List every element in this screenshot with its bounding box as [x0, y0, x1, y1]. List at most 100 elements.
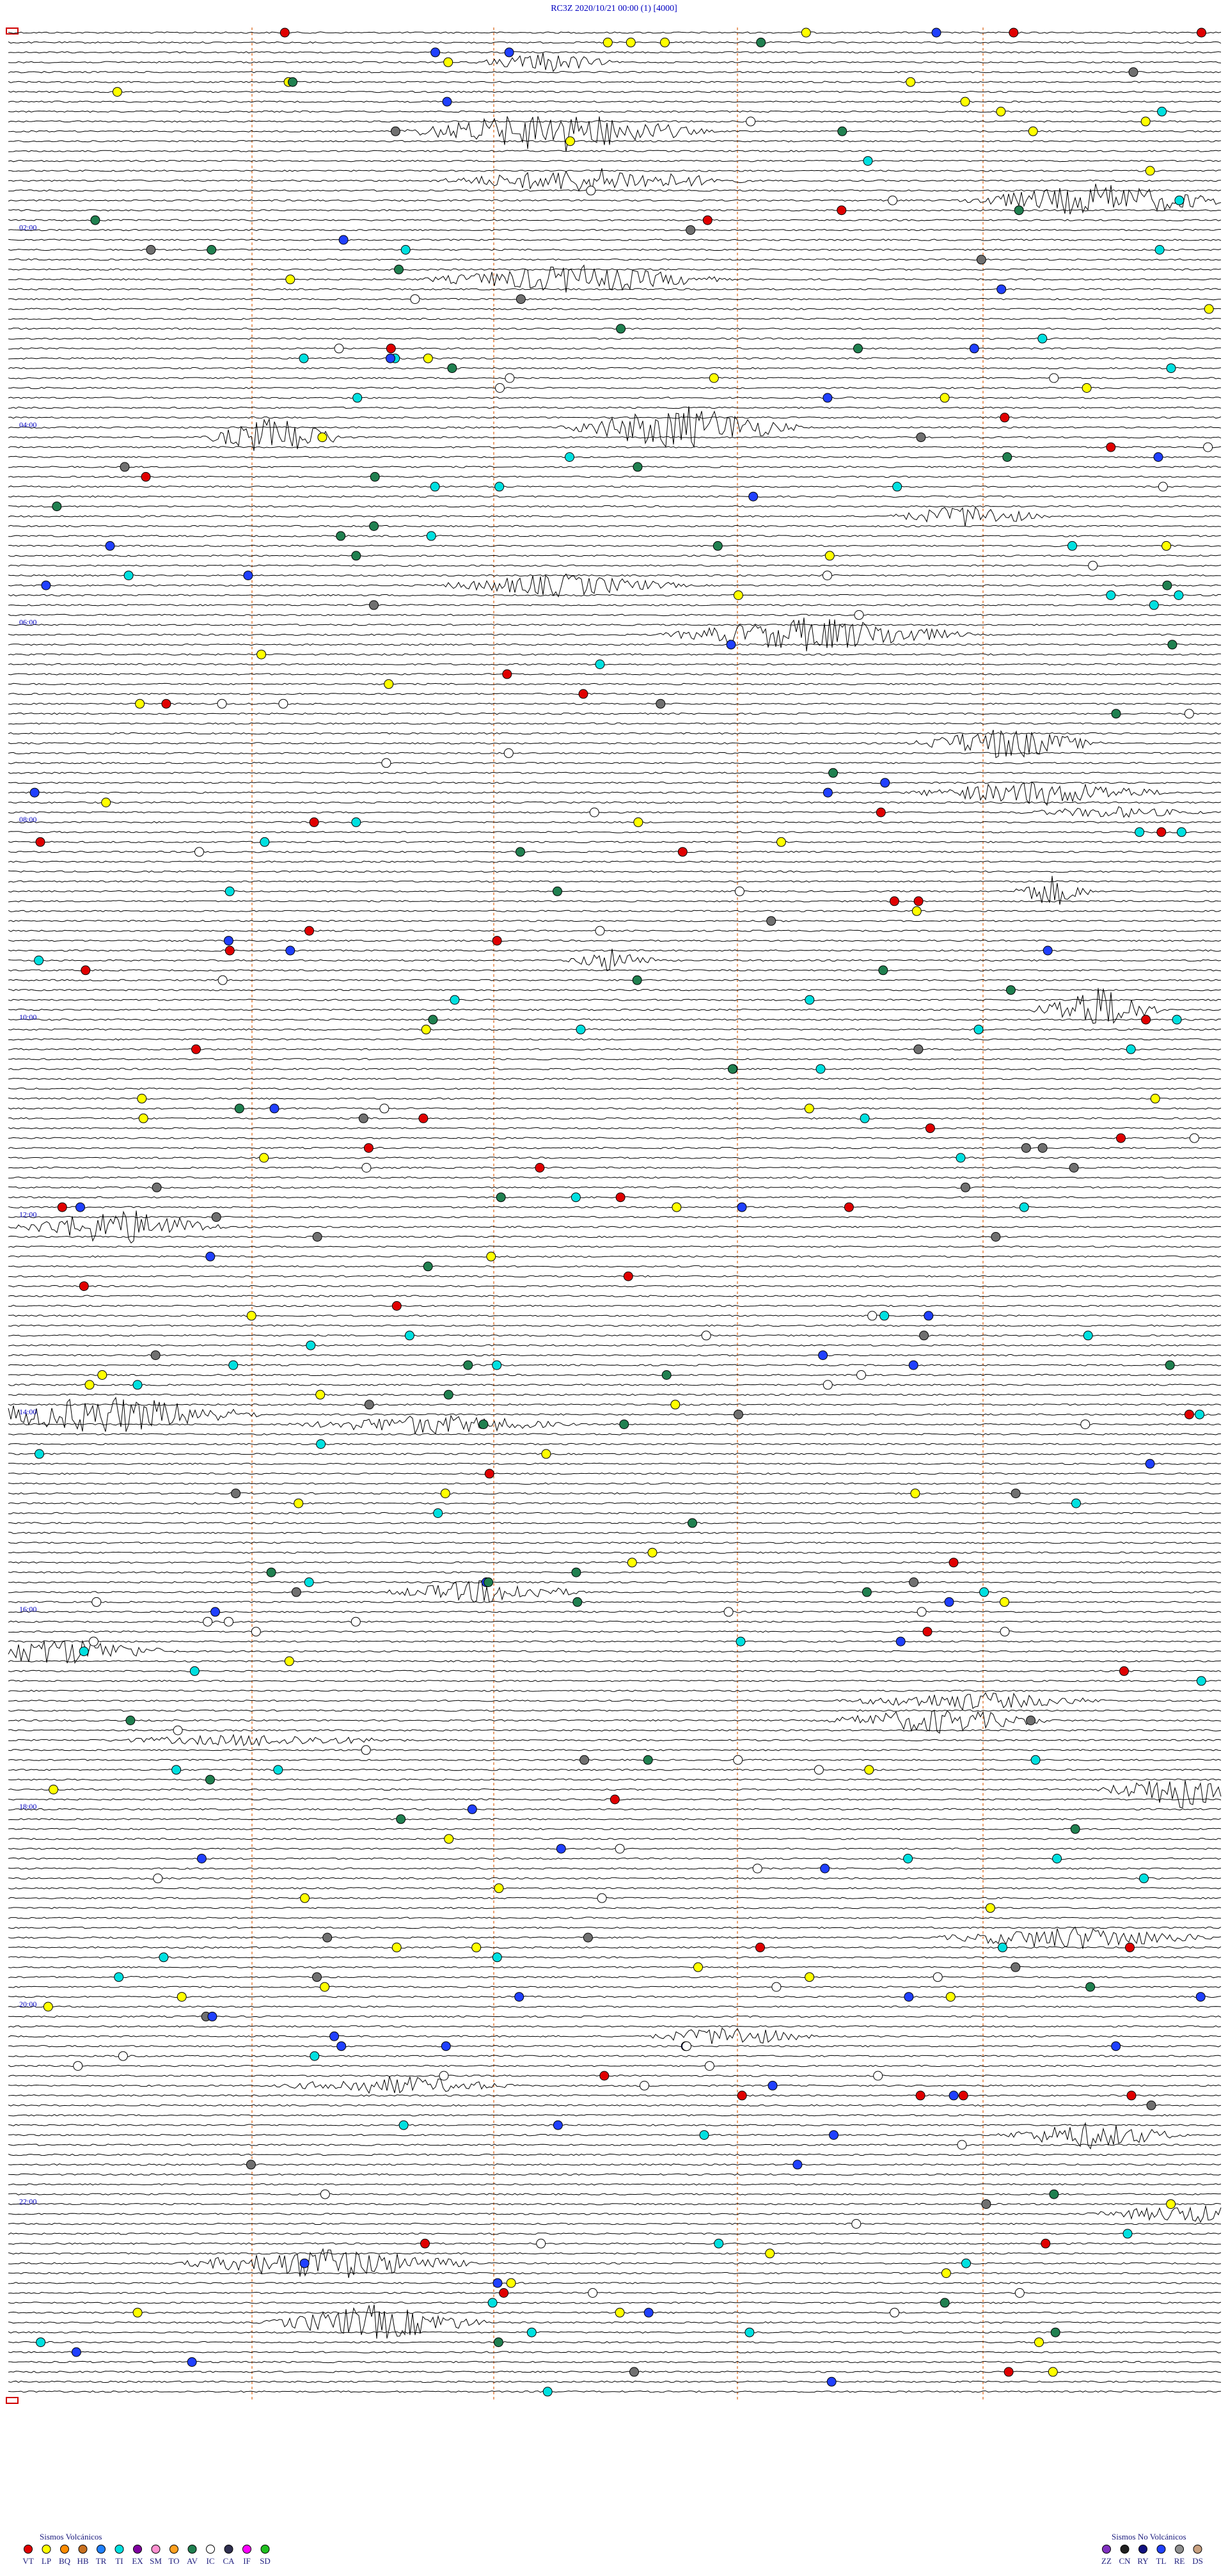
event-marker [1070, 1824, 1080, 1834]
event-marker [207, 2011, 217, 2021]
event-marker [1146, 2100, 1156, 2110]
event-marker [1111, 2041, 1121, 2051]
trace [8, 1522, 1222, 1524]
trace [8, 2380, 1222, 2383]
event-marker [329, 2031, 340, 2041]
trace [8, 505, 1222, 508]
trace [8, 624, 1222, 626]
trace [8, 1995, 1222, 1998]
event-marker [627, 1558, 637, 1568]
trace [8, 1692, 1222, 1711]
trace [8, 150, 1222, 152]
event-marker [1085, 1982, 1096, 1992]
trace [8, 1462, 1222, 1466]
trace [8, 1768, 1222, 1771]
event-marker [829, 2130, 838, 2140]
event-marker [1037, 333, 1048, 344]
trace [8, 1166, 1222, 1169]
event-marker [361, 1163, 372, 1173]
trace [8, 2222, 1222, 2225]
event-marker [981, 2199, 991, 2209]
event-marker [363, 1143, 374, 1153]
trace [8, 1640, 1222, 1643]
event-marker [889, 896, 899, 906]
event-marker [396, 1814, 406, 1824]
trace [8, 1117, 1222, 1120]
event-marker [892, 482, 902, 492]
event-marker [823, 787, 833, 798]
event-marker [306, 1340, 316, 1350]
trace [8, 702, 1222, 705]
event-marker [81, 965, 91, 976]
time-label: 18:00 [19, 1802, 36, 1811]
trace [8, 1157, 1222, 1159]
trace [8, 1837, 1222, 1840]
event-marker [873, 2071, 883, 2081]
event-marker [256, 649, 267, 660]
event-marker [502, 669, 512, 679]
event-marker [1184, 709, 1194, 719]
trace [8, 52, 1222, 72]
event-marker [879, 1311, 890, 1321]
event-marker [1050, 2327, 1060, 2337]
event-marker [737, 1202, 747, 1212]
event-marker [805, 995, 815, 1005]
event-marker [484, 1577, 494, 1587]
event-marker [420, 2238, 430, 2248]
trace [8, 1235, 1222, 1238]
trace [8, 1660, 1222, 1663]
event-marker [1128, 67, 1138, 77]
event-marker [487, 2298, 498, 2308]
event-marker [949, 2090, 959, 2101]
event-marker [1196, 1676, 1206, 1686]
event-marker [205, 1774, 215, 1785]
event-marker [595, 660, 605, 669]
trace [8, 1126, 1222, 1130]
event-marker [101, 798, 111, 807]
event-marker [924, 1311, 934, 1321]
trace [8, 2193, 1222, 2195]
event-marker [1052, 1854, 1062, 1863]
event-marker [629, 2367, 639, 2377]
trace [8, 2027, 1222, 2044]
trace [8, 525, 1222, 528]
event-marker [273, 1765, 283, 1775]
trace [8, 1146, 1222, 1150]
event-marker [853, 344, 863, 354]
event-marker [556, 1844, 566, 1854]
trace [8, 1581, 1222, 1584]
event-marker [792, 2160, 803, 2170]
legend-swatch [242, 2545, 251, 2554]
trace [8, 2248, 1222, 2279]
event-marker [278, 699, 288, 709]
trace [8, 446, 1222, 448]
event-marker [616, 324, 626, 334]
event-marker [1189, 1133, 1199, 1143]
trace [8, 1551, 1222, 1554]
trace [8, 2302, 1222, 2304]
time-label: 02:00 [19, 223, 36, 232]
event-marker [496, 1192, 506, 1203]
event-marker [423, 353, 433, 363]
event-marker [961, 2258, 971, 2268]
trace [8, 1580, 1222, 1603]
event-marker [1030, 1755, 1041, 1765]
event-marker [1049, 373, 1059, 383]
event-marker [961, 1182, 970, 1192]
event-marker [191, 1044, 201, 1054]
event-marker [736, 1636, 746, 1647]
event-marker [447, 363, 457, 374]
event-marker [463, 1360, 473, 1370]
trace [8, 1137, 1222, 1139]
event-marker [443, 1389, 453, 1400]
time-label: 12:00 [19, 1210, 36, 1219]
event-marker [571, 1192, 581, 1203]
event-marker [837, 126, 847, 136]
time-label: 22:00 [19, 2197, 36, 2206]
trace [8, 1324, 1222, 1327]
event-marker [599, 2071, 610, 2081]
trace [8, 1245, 1222, 1248]
event-marker [744, 2327, 755, 2337]
trace [8, 762, 1222, 764]
event-marker [503, 748, 514, 758]
